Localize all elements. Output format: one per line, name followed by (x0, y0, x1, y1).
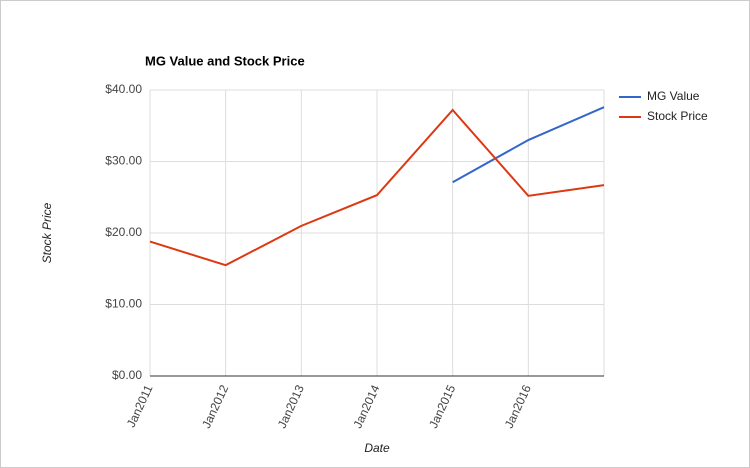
series-line (452, 106, 605, 184)
y-tick-label: $20.00 (105, 225, 142, 239)
legend-label: Stock Price (647, 109, 708, 123)
legend-label: MG Value (647, 89, 700, 103)
y-tick-label: $10.00 (105, 297, 142, 311)
series-line (149, 108, 605, 267)
chart-title: MG Value and Stock Price (145, 53, 305, 68)
y-axis-title: Stock Price (40, 202, 54, 263)
y-tick-label: $30.00 (105, 154, 142, 168)
y-tick-label: $0.00 (112, 368, 142, 382)
x-axis-title: Date (364, 441, 390, 455)
y-tick-label: $40.00 (105, 82, 142, 96)
